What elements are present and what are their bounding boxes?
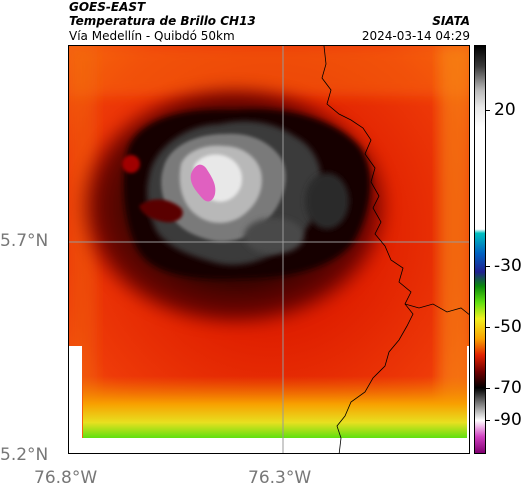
colorbar-tick-m50: [486, 327, 490, 328]
cold-cloud-top: [190, 164, 216, 202]
colorbar: [474, 45, 486, 454]
colorbar-tick-m70: [486, 388, 490, 389]
colorbar-label-m50: -50: [494, 317, 522, 337]
product-title: Temperatura de Brillo CH13: [69, 14, 256, 28]
colorbar-tick-m30: [486, 266, 490, 267]
warm-surface-band: [83, 376, 469, 438]
colorbar-label-m30: -30: [494, 256, 522, 276]
lon-label-76-3: 76.3°W: [248, 468, 312, 488]
timestamp-label: 2024-03-14 04:29: [361, 29, 470, 43]
colorbar-tick-20: [486, 110, 490, 111]
colorbar-label-20: 20: [494, 100, 516, 120]
lon-label-76-8: 76.8°W: [34, 468, 98, 488]
colorbar-label-m70: -70: [494, 378, 522, 398]
lat-label-5-7: 5.7°N: [0, 231, 49, 251]
org-label: SIATA: [432, 14, 470, 28]
lat-label-5-2: 5.2°N: [0, 445, 49, 465]
colorbar-label-m90: -90: [494, 410, 522, 430]
colorbar-tick-m90: [486, 420, 490, 421]
region-label: Vía Medellín - Quibdó 50km: [69, 29, 235, 43]
department-border: [321, 46, 414, 453]
department-border-east: [404, 303, 469, 315]
satellite-title: GOES-EAST: [69, 0, 146, 14]
brightness-temperature-map: [68, 45, 470, 454]
map-canvas: [69, 46, 469, 453]
